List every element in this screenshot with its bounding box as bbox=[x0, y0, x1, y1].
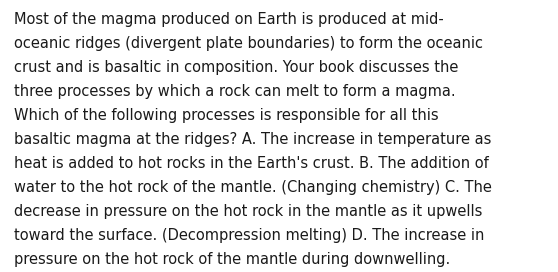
Text: decrease in pressure on the hot rock in the mantle as it upwells: decrease in pressure on the hot rock in … bbox=[14, 204, 482, 219]
Text: toward the surface. (Decompression melting) D. The increase in: toward the surface. (Decompression melti… bbox=[14, 228, 484, 243]
Text: water to the hot rock of the mantle. (Changing chemistry) C. The: water to the hot rock of the mantle. (Ch… bbox=[14, 180, 492, 195]
Text: heat is added to hot rocks in the Earth's crust. B. The addition of: heat is added to hot rocks in the Earth'… bbox=[14, 156, 489, 171]
Text: basaltic magma at the ridges? A. The increase in temperature as: basaltic magma at the ridges? A. The inc… bbox=[14, 132, 492, 147]
Text: Which of the following processes is responsible for all this: Which of the following processes is resp… bbox=[14, 108, 439, 123]
Text: Most of the magma produced on Earth is produced at mid-: Most of the magma produced on Earth is p… bbox=[14, 12, 444, 27]
Text: pressure on the hot rock of the mantle during downwelling.: pressure on the hot rock of the mantle d… bbox=[14, 252, 450, 267]
Text: crust and is basaltic in composition. Your book discusses the: crust and is basaltic in composition. Yo… bbox=[14, 60, 458, 75]
Text: oceanic ridges (divergent plate boundaries) to form the oceanic: oceanic ridges (divergent plate boundari… bbox=[14, 36, 483, 51]
Text: three processes by which a rock can melt to form a magma.: three processes by which a rock can melt… bbox=[14, 84, 455, 99]
